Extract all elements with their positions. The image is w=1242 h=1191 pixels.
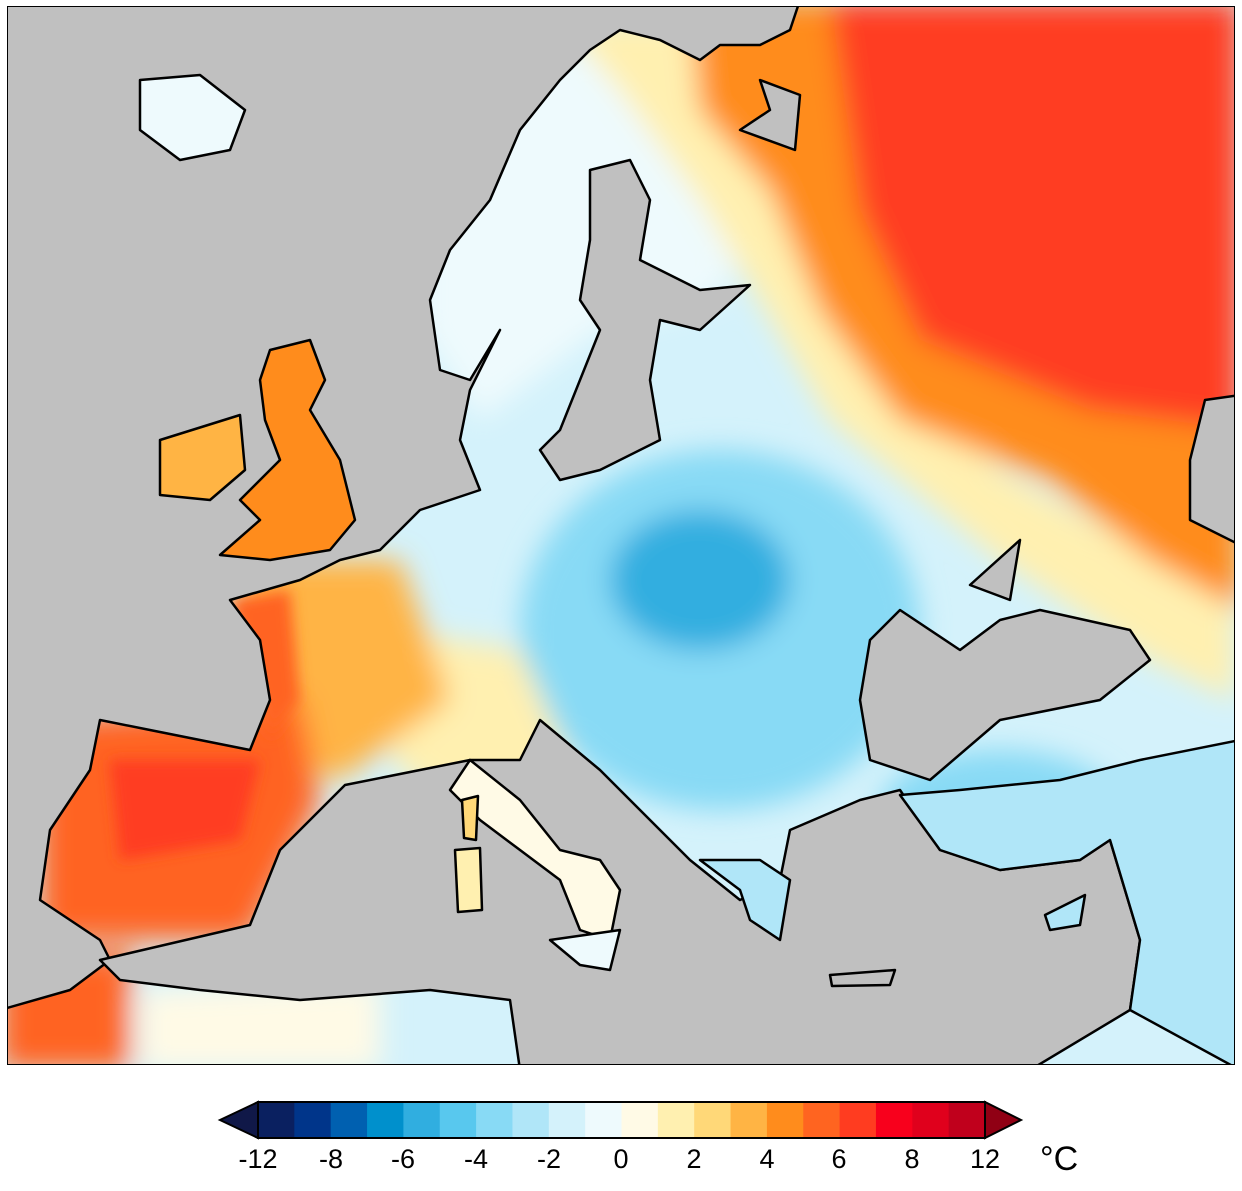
colorbar-boxes (258, 1102, 986, 1138)
tick-label: 6 (831, 1144, 847, 1174)
colorbar-box (258, 1102, 295, 1138)
colorbar-box (439, 1102, 477, 1138)
land-overlays (138, 73, 1235, 1065)
tick-label: -4 (463, 1144, 489, 1174)
colorbar-box (585, 1102, 622, 1138)
iberia-core (110, 760, 260, 860)
sicily (548, 928, 622, 972)
tick-label: 12 (969, 1144, 1001, 1174)
colorbar-box (621, 1102, 659, 1138)
tick-label: 4 (759, 1144, 775, 1174)
sardinia (453, 846, 484, 914)
central-cold-core (610, 510, 790, 650)
colorbar-box (403, 1102, 441, 1138)
colorbar-over-triangle (984, 1100, 1024, 1140)
colorbar-box (657, 1102, 695, 1138)
colorbar-box (476, 1102, 513, 1138)
tick-label: 8 (904, 1144, 920, 1174)
colorbar-box (330, 1102, 368, 1138)
colorbar-box (730, 1102, 768, 1138)
sea-of-azov (968, 538, 1022, 602)
colorbar-box (948, 1102, 986, 1138)
white-sea (738, 78, 802, 152)
tick-label: -12 (238, 1144, 278, 1174)
colorbar-box (912, 1102, 950, 1138)
north-pale-band (560, 20, 1235, 700)
cyprus (1043, 893, 1087, 932)
corsica (460, 794, 480, 842)
colorbar-box (694, 1102, 732, 1138)
tick-label: 0 (613, 1144, 629, 1174)
tick-label: -2 (536, 1144, 562, 1174)
atlantic-ocean (7, 6, 800, 1010)
colorbar (217, 1100, 1024, 1140)
great-britain (218, 338, 357, 562)
turkey (898, 739, 1235, 1065)
colorbar-under-triangle (217, 1100, 259, 1140)
colorbar-box (803, 1102, 841, 1138)
baltic-sea (538, 158, 752, 482)
colorbar-box (294, 1102, 332, 1138)
crete (828, 968, 897, 988)
tick-label: -8 (318, 1144, 344, 1174)
iceland (138, 73, 247, 162)
colorbar-box (548, 1102, 586, 1138)
colorbar-box (367, 1102, 404, 1138)
colorbar-outline (257, 1101, 986, 1139)
greece (698, 858, 792, 942)
black-sea (858, 608, 1152, 782)
colorbar-box (839, 1102, 877, 1138)
east-hot-core (830, 6, 1235, 430)
tick-label: -6 (390, 1144, 416, 1174)
colorbar-box (512, 1102, 550, 1138)
colorbar-unit-label: °C (1040, 1140, 1079, 1178)
temperature-anomaly-map (7, 6, 1235, 1065)
colorbar-box (766, 1102, 804, 1138)
tick-label: 2 (686, 1144, 702, 1174)
map-frame (7, 6, 1235, 1065)
colorbar-box (875, 1102, 913, 1138)
north-africa-mild-region (140, 980, 380, 1065)
ireland (158, 413, 247, 502)
